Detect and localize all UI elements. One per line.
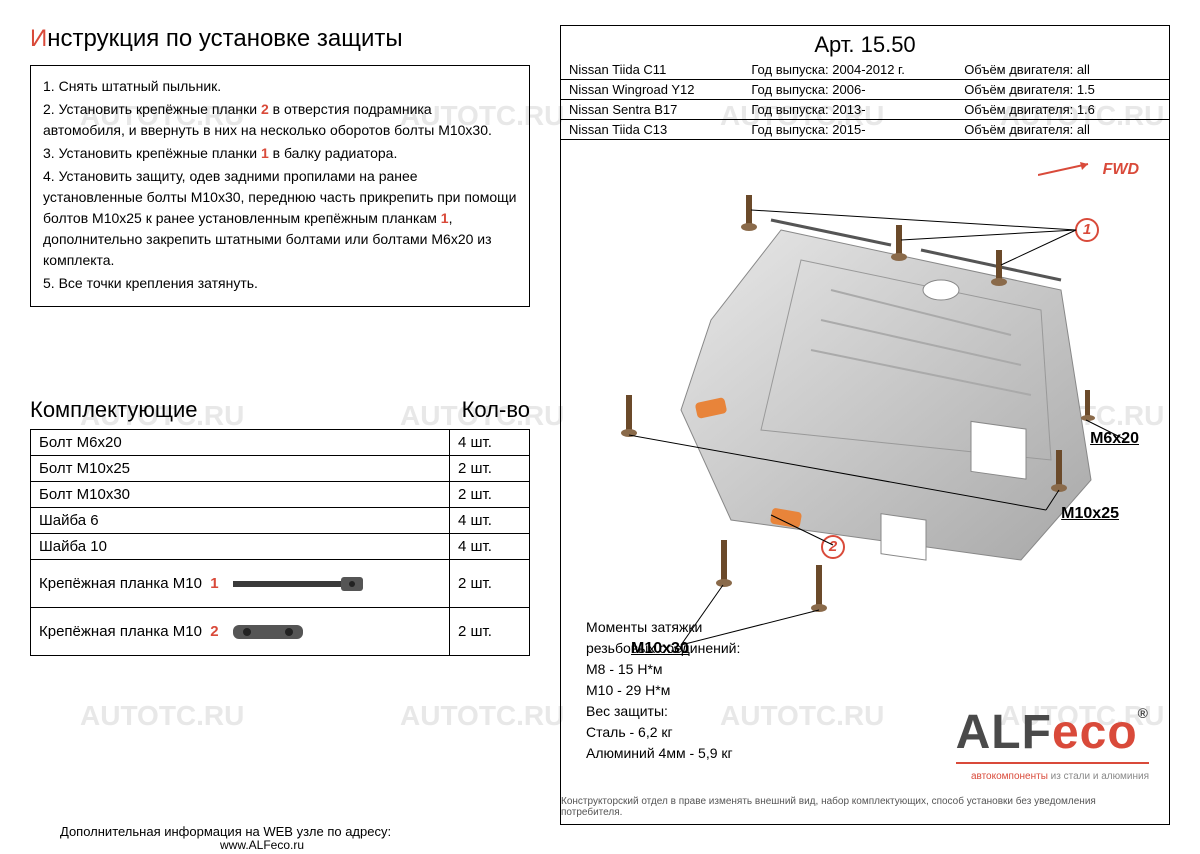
components-header: Комплектующие Кол-во — [30, 397, 530, 423]
table-row: Nissan Sentra B17Год выпуска: 2013-Объём… — [561, 100, 1169, 120]
bracket-icon — [233, 620, 313, 644]
specs-title: Моменты затяжки — [586, 617, 740, 638]
table-row: Болт М6х204 шт. — [31, 430, 530, 456]
specs-m8: М8 - 15 Н*м — [586, 659, 740, 680]
title-rest: нструкция по установке защиты — [47, 25, 402, 52]
qty-title: Кол-во — [462, 397, 530, 423]
weight-steel: Сталь - 6,2 кг — [586, 722, 740, 743]
diagram-area: FWD — [561, 140, 1169, 660]
bolt-label-m6x20: M6x20 — [1090, 430, 1139, 448]
right-column: Арт. 15.50 Nissan Tiida C11Год выпуска: … — [560, 25, 1170, 825]
table-row: Nissan Wingroad Y12Год выпуска: 2006-Объ… — [561, 80, 1169, 100]
torque-specs: Моменты затяжки резьбовых соединений: М8… — [586, 617, 740, 764]
page-title: Инструкция по установке защиты — [30, 25, 530, 53]
vehicle-table: Nissan Tiida C11Год выпуска: 2004-2012 г… — [561, 60, 1169, 140]
table-row: Шайба 104 шт. — [31, 534, 530, 560]
table-row: Болт М10х252 шт. — [31, 456, 530, 482]
instruction-row: 2. Установить крепёжные планки 2 в отвер… — [43, 99, 517, 141]
instructions-box: 1. Снять штатный пыльник. 2. Установить … — [30, 65, 530, 307]
brand-logo: ALFeco® автокомпоненты из стали и алюмин… — [956, 705, 1149, 784]
instruction-row: 1. Снять штатный пыльник. — [43, 76, 517, 97]
weight-title: Вес защиты: — [586, 701, 740, 722]
table-row: Крепёжная планка М10 1 2 шт. — [31, 560, 530, 608]
bracket-icon — [233, 573, 363, 595]
instruction-row: 3. Установить крепёжные планки 1 в балку… — [43, 143, 517, 164]
footer-disclaimer: Конструкторский отдел в праве изменять в… — [561, 796, 1159, 818]
article-number: Арт. 15.50 — [561, 26, 1169, 60]
logo-eco: eco — [1052, 706, 1138, 759]
logo-tagline-2: из стали и алюминия — [1048, 771, 1149, 782]
specs-sub: резьбовых соединений: — [586, 638, 740, 659]
footer-web-note: Дополнительная информация на WEB узле по… — [60, 824, 391, 839]
table-row: Крепёжная планка М10 2 2 шт. — [31, 608, 530, 656]
logo-alf: ALF — [956, 706, 1052, 759]
logo-reg: ® — [1138, 705, 1149, 721]
specs-m10: М10 - 29 Н*м — [586, 680, 740, 701]
instruction-row: 5. Все точки крепления затянуть. — [43, 273, 517, 294]
components-section: Комплектующие Кол-во Болт М6х204 шт. Бол… — [30, 397, 530, 656]
components-title: Комплектующие — [30, 397, 197, 423]
table-row: Nissan Tiida C11Год выпуска: 2004-2012 г… — [561, 60, 1169, 80]
footer-url: www.ALFeco.ru — [220, 838, 304, 852]
watermark: AUTOTC.RU — [80, 700, 244, 732]
watermark: AUTOTC.RU — [400, 700, 564, 732]
logo-tagline-1: автокомпоненты — [971, 771, 1048, 782]
bolt-label-m10x25: M10x25 — [1061, 505, 1119, 523]
table-row: Nissan Tiida C13Год выпуска: 2015-Объём … — [561, 120, 1169, 140]
table-row: Болт М10х302 шт. — [31, 482, 530, 508]
weight-alum: Алюминий 4мм - 5,9 кг — [586, 743, 740, 764]
leader-line — [561, 140, 1171, 660]
table-row: Шайба 64 шт. — [31, 508, 530, 534]
instruction-row: 4. Установить защиту, одев задними пропи… — [43, 166, 517, 271]
left-column: Инструкция по установке защиты 1. Снять … — [30, 25, 530, 656]
components-table: Болт М6х204 шт. Болт М10х252 шт. Болт М1… — [30, 429, 530, 656]
title-first-letter: И — [30, 25, 47, 52]
